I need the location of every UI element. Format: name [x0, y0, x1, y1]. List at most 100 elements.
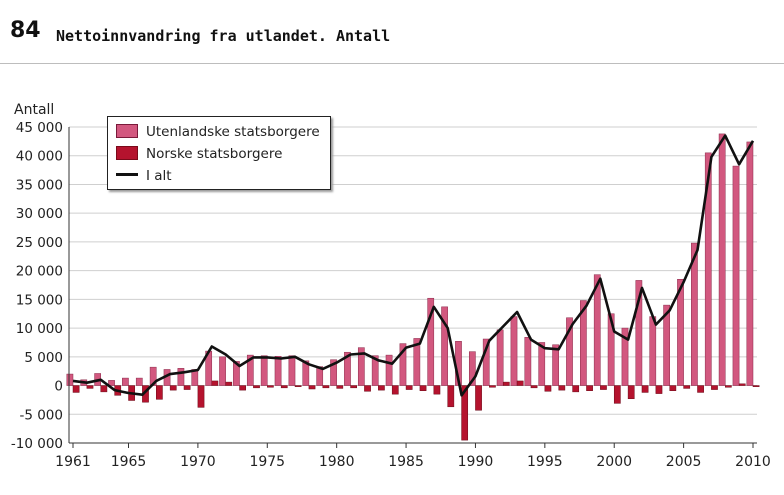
legend-swatch-foreign: [116, 124, 138, 138]
bar-norwegian: [752, 385, 760, 387]
bar-norwegian: [683, 385, 691, 389]
bar-foreign: [704, 152, 712, 386]
legend: Utenlandske statsborgere Norske statsbor…: [107, 116, 331, 190]
figure-title: Nettoinnvandring fra utlandet. Antall: [56, 27, 391, 45]
bar-norwegian: [391, 385, 399, 395]
bar-norwegian: [225, 381, 233, 386]
bar-foreign: [233, 361, 240, 386]
y-tick-label: 25 000: [16, 235, 63, 251]
bar-foreign: [288, 355, 296, 386]
legend-label-norwegian: Norske statsborgere: [146, 146, 283, 162]
bar-foreign: [135, 377, 143, 386]
bar-norwegian: [613, 385, 621, 404]
bar-norwegian: [294, 385, 302, 387]
bar-foreign: [219, 356, 226, 386]
y-tick-label: 35 000: [16, 177, 63, 193]
bar-foreign: [427, 297, 435, 386]
bar-foreign: [718, 133, 726, 386]
legend-swatch-total: [116, 173, 138, 176]
bar-norwegian: [461, 385, 469, 441]
bar-norwegian: [489, 385, 496, 388]
bar-foreign: [552, 344, 559, 386]
bar-foreign: [371, 355, 379, 386]
bar-norwegian: [572, 385, 580, 393]
bar-foreign: [746, 141, 754, 386]
bar-norwegian: [308, 385, 316, 390]
bar-norwegian: [655, 385, 663, 394]
bar-norwegian: [253, 385, 260, 389]
figure-header: 84 Nettoinnvandring fra utlandet. Antall: [0, 0, 784, 64]
bar-norwegian: [156, 385, 163, 400]
bar-foreign: [413, 338, 421, 386]
bar-norwegian: [364, 385, 371, 392]
bar-norwegian: [530, 385, 538, 389]
bar-foreign: [274, 355, 282, 386]
bar-norwegian: [197, 385, 205, 408]
bar-foreign: [441, 306, 448, 386]
bar-norwegian: [600, 385, 607, 390]
bar-foreign: [593, 274, 601, 386]
bar-norwegian: [169, 385, 177, 391]
bar-norwegian: [378, 385, 385, 391]
bar-foreign: [468, 351, 476, 386]
bar-foreign: [635, 280, 643, 386]
bar-norwegian: [211, 380, 219, 386]
bar-foreign: [496, 329, 504, 386]
y-tick-label: 10 000: [16, 321, 63, 337]
bar-norwegian: [419, 385, 427, 391]
bar-foreign: [357, 347, 365, 386]
bar-norwegian: [322, 385, 330, 389]
bar-foreign: [260, 355, 268, 386]
x-tick-label: 2010: [735, 454, 771, 470]
bar-norwegian: [669, 385, 677, 391]
bar-norwegian: [516, 380, 524, 386]
bar-foreign: [177, 368, 185, 386]
y-axis-label: Antall: [14, 102, 54, 118]
bar-norwegian: [475, 385, 482, 411]
bar-foreign: [108, 380, 115, 386]
bar-foreign: [538, 342, 546, 386]
y-axis-ticks: -10 000 -5 000 0 5 000 10 000 15 000 20 000 25 …: [11, 120, 63, 452]
bar-norwegian: [280, 385, 288, 389]
bar-norwegian: [72, 385, 80, 393]
bar-norwegian: [336, 385, 344, 389]
bar-norwegian: [267, 385, 274, 388]
bar-foreign: [385, 354, 393, 386]
y-tick-label: 20 000: [16, 264, 63, 280]
bar-foreign: [566, 317, 573, 386]
x-tick-label: 2005: [666, 454, 702, 470]
total-line: [72, 134, 755, 397]
legend-item-norwegian: Norske statsborgere: [116, 145, 282, 163]
y-tick-label: 30 000: [16, 206, 63, 222]
figure-number: 84: [10, 18, 41, 43]
bar-foreign: [66, 373, 74, 386]
legend-swatch-norwegian: [116, 146, 138, 160]
bar-foreign: [510, 316, 518, 386]
x-axis-ticks: 1961 1965 1970 1975 1980 1985 1990 1995 2000 2005…: [55, 443, 771, 470]
x-tick-label: 1975: [249, 454, 285, 470]
bar-foreign: [524, 337, 532, 386]
bar-norwegian: [239, 385, 246, 391]
bar-norwegian: [738, 383, 746, 386]
bar-foreign: [691, 242, 698, 386]
bar-norwegian: [86, 385, 94, 389]
bar-norwegian: [627, 385, 635, 400]
bar-foreign: [344, 351, 351, 386]
y-tick-label: 45 000: [16, 120, 63, 136]
y-tick-label: 0: [54, 379, 63, 395]
bar-foreign: [399, 343, 407, 386]
bar-norwegian: [405, 385, 413, 390]
x-tick-label: 1970: [180, 454, 216, 470]
bar-norwegian: [586, 385, 593, 391]
legend-label-foreign: Utenlandske statsborgere: [146, 124, 320, 140]
y-tick-label: 15 000: [16, 292, 63, 308]
bar-foreign: [677, 279, 684, 386]
bar-foreign: [246, 354, 254, 386]
y-tick-label: 40 000: [16, 149, 63, 165]
bar-norwegian: [641, 385, 649, 393]
line-total: [72, 134, 755, 397]
x-tick-label: 1990: [458, 454, 494, 470]
bar-norwegian: [724, 385, 732, 388]
bar-norwegian: [711, 385, 718, 390]
